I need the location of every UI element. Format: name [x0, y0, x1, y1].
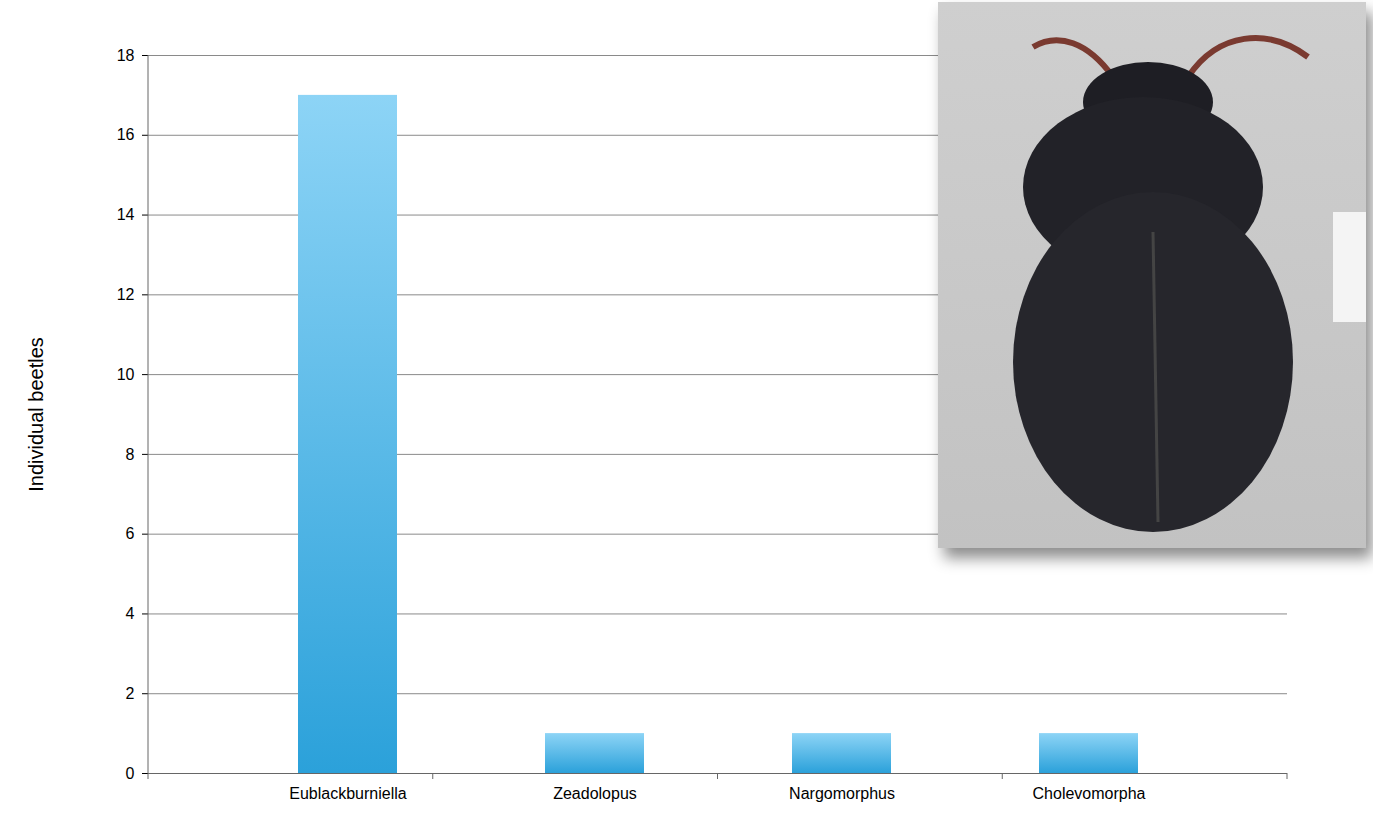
svg-text:Eublackburniella: Eublackburniella [289, 785, 407, 802]
svg-text:0: 0 [126, 765, 135, 782]
svg-text:Individual beetles: Individual beetles [25, 337, 47, 492]
svg-text:12: 12 [117, 286, 135, 303]
svg-text:14: 14 [117, 206, 135, 223]
svg-text:16: 16 [117, 126, 135, 143]
svg-text:2: 2 [126, 685, 135, 702]
svg-text:Cholevomorpha: Cholevomorpha [1033, 785, 1146, 802]
svg-text:10: 10 [117, 366, 135, 383]
svg-text:18: 18 [117, 47, 135, 64]
svg-text:6: 6 [126, 525, 135, 542]
svg-text:8: 8 [126, 446, 135, 463]
svg-text:Zeadolopus: Zeadolopus [553, 785, 637, 802]
svg-text:4: 4 [126, 605, 135, 622]
svg-text:Nargomorphus: Nargomorphus [789, 785, 895, 802]
